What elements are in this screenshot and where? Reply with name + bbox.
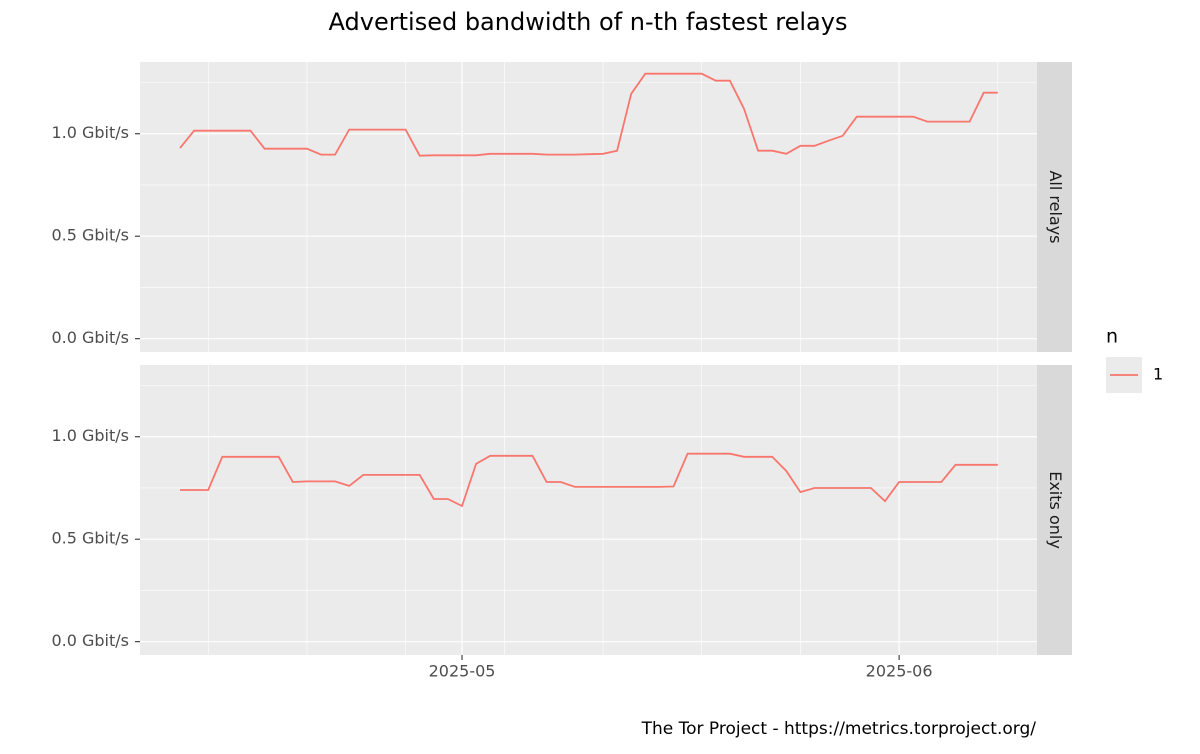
- x-tick-label: 2025-06: [866, 662, 933, 681]
- facet-label: All relays: [1046, 170, 1065, 243]
- data-line: [180, 452, 998, 508]
- data-line: [179, 72, 998, 157]
- chart-title: Advertised bandwidth of n-th fastest rel…: [329, 8, 848, 36]
- facet-strip: [1037, 365, 1072, 655]
- y-tick-label: 0.5 Gbit/s: [51, 529, 129, 548]
- y-tick-label: 0.0 Gbit/s: [51, 328, 129, 347]
- panel-background: [140, 365, 1037, 655]
- caption: The Tor Project - https://metrics.torpro…: [641, 719, 1037, 739]
- y-tick-label: 1.0 Gbit/s: [51, 426, 129, 445]
- x-tick-label: 2025-05: [429, 662, 496, 681]
- y-tick-label: 1.0 Gbit/s: [51, 123, 129, 142]
- y-tick-label: 0.5 Gbit/s: [51, 226, 129, 245]
- y-tick-label: 0.0 Gbit/s: [51, 631, 129, 650]
- facet-strip: [1037, 62, 1072, 352]
- panel-background: [140, 62, 1037, 352]
- legend-label: 1: [1153, 365, 1163, 384]
- legend-title: n: [1106, 326, 1118, 348]
- facet-label: Exits only: [1046, 471, 1065, 549]
